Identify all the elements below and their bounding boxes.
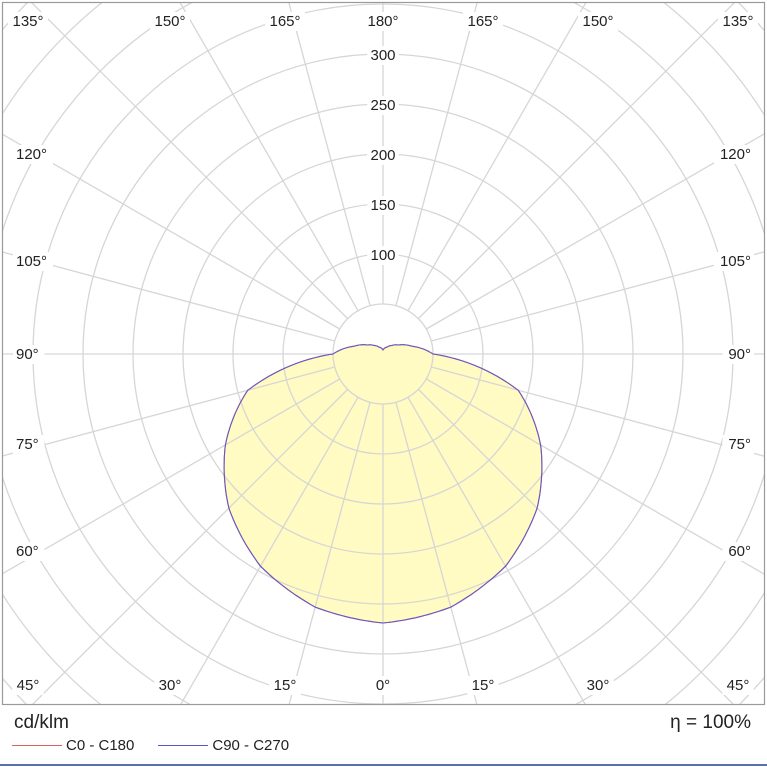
grid-spoke: [3, 378, 341, 575]
radial-tick-label: 100: [370, 247, 395, 264]
angle-label-top: 165°: [269, 13, 300, 30]
angle-label-right: 60°: [728, 543, 751, 560]
grid-spoke: [3, 366, 335, 457]
angle-label-bottom: 0°: [376, 677, 390, 694]
radial-tick-label: 200: [370, 147, 395, 164]
bottom-rule: [0, 764, 767, 766]
angle-label-bottom: 45°: [17, 677, 40, 694]
grid-spoke: [431, 251, 764, 342]
legend-item-c90-c270: C90 - C270: [158, 737, 289, 754]
angle-label-top: 150°: [154, 13, 185, 30]
grid-spoke: [425, 133, 764, 330]
angle-label-bottom: 45°: [727, 677, 750, 694]
efficiency-label: η = 100%: [670, 712, 751, 733]
legend-item-c0-c180: C0 - C180: [12, 737, 134, 754]
angle-label-bottom: 30°: [159, 677, 182, 694]
grid-spoke: [417, 388, 734, 704]
grid-spoke: [407, 396, 586, 704]
angle-label-right: 90°: [728, 346, 751, 363]
grid-spoke: [179, 3, 359, 312]
grid-spoke: [180, 396, 359, 704]
radial-tick-label: 300: [370, 47, 395, 64]
angle-label-right: 120°: [720, 146, 751, 163]
grid-spoke: [32, 388, 349, 704]
angle-label-left: 60°: [16, 543, 39, 560]
angle-label-bottom: 15°: [472, 677, 495, 694]
legend-line-red: [12, 745, 62, 746]
angle-label-left: 105°: [16, 253, 47, 270]
grid-spoke: [407, 3, 587, 312]
grid-spoke: [395, 402, 478, 704]
grid-spoke: [425, 378, 764, 575]
legend-label: C90 - C270: [212, 737, 290, 754]
grid-spoke: [31, 3, 349, 320]
angle-label-left: 120°: [16, 146, 47, 163]
angle-label-top: 135°: [722, 13, 753, 30]
angle-label-left: 75°: [16, 436, 39, 453]
grid-spoke: [3, 251, 335, 342]
chart-frame: [1, 1, 766, 706]
grid-spoke: [417, 3, 735, 320]
angle-label-right: 75°: [728, 436, 751, 453]
curve-c90-c270: [223, 344, 543, 624]
angle-label-top: 180°: [367, 13, 398, 30]
angle-label-bottom: 30°: [587, 677, 610, 694]
legend-label: C0 - C180: [66, 737, 135, 754]
angle-label-top: 135°: [12, 13, 43, 30]
angle-label-right: 105°: [720, 253, 751, 270]
grid-spoke: [288, 402, 371, 704]
grid-spoke: [431, 366, 764, 457]
radial-tick-label: 250: [370, 97, 395, 114]
grid-spoke: [395, 3, 478, 306]
unit-label: cd/klm: [14, 712, 69, 733]
polar-luminous-intensity-chart: 100 150 200 250 300 135° 150° 165° 180° 165° 150° 1…: [1, 1, 766, 706]
radial-tick-label: 150: [370, 197, 395, 214]
legend-line-blue: [158, 745, 209, 746]
angle-label-top: 150°: [582, 13, 613, 30]
angle-label-top: 165°: [467, 13, 498, 30]
grid-spoke: [3, 133, 341, 330]
angle-label-bottom: 15°: [274, 677, 297, 694]
legend: C0 - C180 C90 - C270: [12, 737, 313, 754]
angle-label-left: 90°: [16, 346, 39, 363]
grid-spoke: [288, 3, 371, 306]
